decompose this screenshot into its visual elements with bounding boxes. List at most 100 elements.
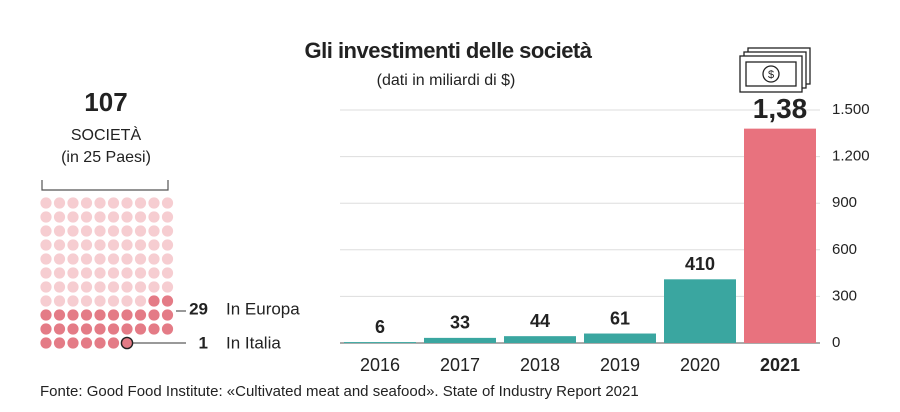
company-dot: [80, 281, 93, 293]
company-dot: [161, 253, 174, 265]
company-dot: [161, 197, 174, 209]
company-dot: [53, 295, 66, 307]
company-dot: [67, 281, 79, 293]
italy-label: In Italia: [226, 333, 281, 352]
company-dot: [107, 225, 120, 237]
company-dot: [67, 267, 79, 279]
europe-dot: [134, 323, 147, 335]
company-dot: [80, 211, 93, 223]
company-dot: [40, 267, 52, 279]
company-dot: [53, 253, 66, 265]
company-dot: [134, 281, 147, 293]
europe-dot: [161, 309, 174, 321]
company-dot: [121, 239, 133, 251]
company-dot: [67, 253, 79, 265]
company-dot: [148, 267, 160, 279]
company-dot: [67, 295, 79, 307]
company-dot: [121, 197, 133, 209]
company-dot: [67, 225, 79, 237]
company-dot: [134, 267, 147, 279]
value-label: 410: [685, 254, 715, 274]
bar: [504, 336, 576, 343]
total-note: (in 25 Paesi): [61, 149, 151, 166]
bar: [744, 128, 816, 343]
x-tick-label: 2021: [760, 355, 800, 375]
total-count: 107: [84, 87, 127, 117]
company-dot: [53, 211, 66, 223]
europe-dot: [94, 309, 106, 321]
x-tick-label: 2016: [360, 355, 400, 375]
europe-dot: [121, 323, 133, 335]
company-dot: [107, 295, 120, 307]
company-dot: [134, 295, 147, 307]
value-label: 44: [530, 311, 550, 331]
italy-count: 1: [199, 333, 208, 352]
company-dot: [161, 211, 174, 223]
europe-dot: [53, 323, 66, 335]
europe-dot: [94, 323, 106, 335]
europe-dot: [40, 337, 52, 349]
europe-count: 29: [189, 299, 208, 318]
company-dot: [53, 197, 66, 209]
company-dot: [80, 253, 93, 265]
company-dot: [80, 267, 93, 279]
value-label: 1,38: [753, 93, 808, 124]
y-tick-label: 900: [832, 194, 857, 211]
company-dot: [161, 281, 174, 293]
company-dot: [40, 197, 52, 209]
company-dot: [148, 281, 160, 293]
x-tick-label: 2018: [520, 355, 560, 375]
company-dot: [107, 197, 120, 209]
svg-text:$: $: [768, 69, 774, 81]
bracket: [41, 180, 169, 191]
company-dot: [161, 267, 174, 279]
total-label: SOCIETÀ: [71, 125, 142, 144]
value-label: 33: [450, 313, 470, 333]
europe-dot: [107, 323, 120, 335]
y-tick-label: 1.500: [832, 101, 870, 118]
chart-title: Gli investimenti delle società: [305, 38, 593, 63]
company-dot: [121, 253, 133, 265]
company-dot: [94, 225, 106, 237]
company-dot: [94, 267, 106, 279]
y-tick-label: 1.200: [832, 148, 870, 165]
company-dot: [121, 211, 133, 223]
company-dot: [148, 197, 160, 209]
europe-dot: [80, 309, 93, 321]
bar: [584, 333, 656, 343]
company-dot: [107, 253, 120, 265]
company-dot: [94, 253, 106, 265]
europe-dot: [107, 337, 120, 349]
europe-dot: [53, 309, 66, 321]
company-dot: [80, 197, 93, 209]
value-label: 6: [375, 317, 385, 337]
company-dot: [80, 295, 93, 307]
company-dot: [121, 295, 133, 307]
company-dot: [107, 267, 120, 279]
bar: [344, 342, 416, 344]
europe-dot: [148, 295, 160, 307]
x-tick-label: 2017: [440, 355, 480, 375]
italy-dot: [120, 336, 134, 350]
company-dot: [80, 225, 93, 237]
money-icon: $: [739, 47, 811, 93]
company-dot: [121, 225, 133, 237]
company-dot: [40, 253, 52, 265]
company-dot: [94, 239, 106, 251]
company-dot: [53, 267, 66, 279]
europe-dot: [53, 337, 66, 349]
company-dot: [148, 225, 160, 237]
company-dot: [67, 211, 79, 223]
europe-dot: [161, 323, 174, 335]
europe-dot: [148, 323, 160, 335]
company-dot: [134, 225, 147, 237]
company-dot: [94, 197, 106, 209]
company-dot: [40, 211, 52, 223]
x-tick-label: 2019: [600, 355, 640, 375]
company-dot: [161, 225, 174, 237]
chart-subtitle: (dati in miliardi di $): [377, 72, 516, 89]
company-dot: [107, 239, 120, 251]
europe-dot: [107, 309, 120, 321]
y-tick-label: 300: [832, 287, 857, 304]
europe-dot: [67, 337, 79, 349]
